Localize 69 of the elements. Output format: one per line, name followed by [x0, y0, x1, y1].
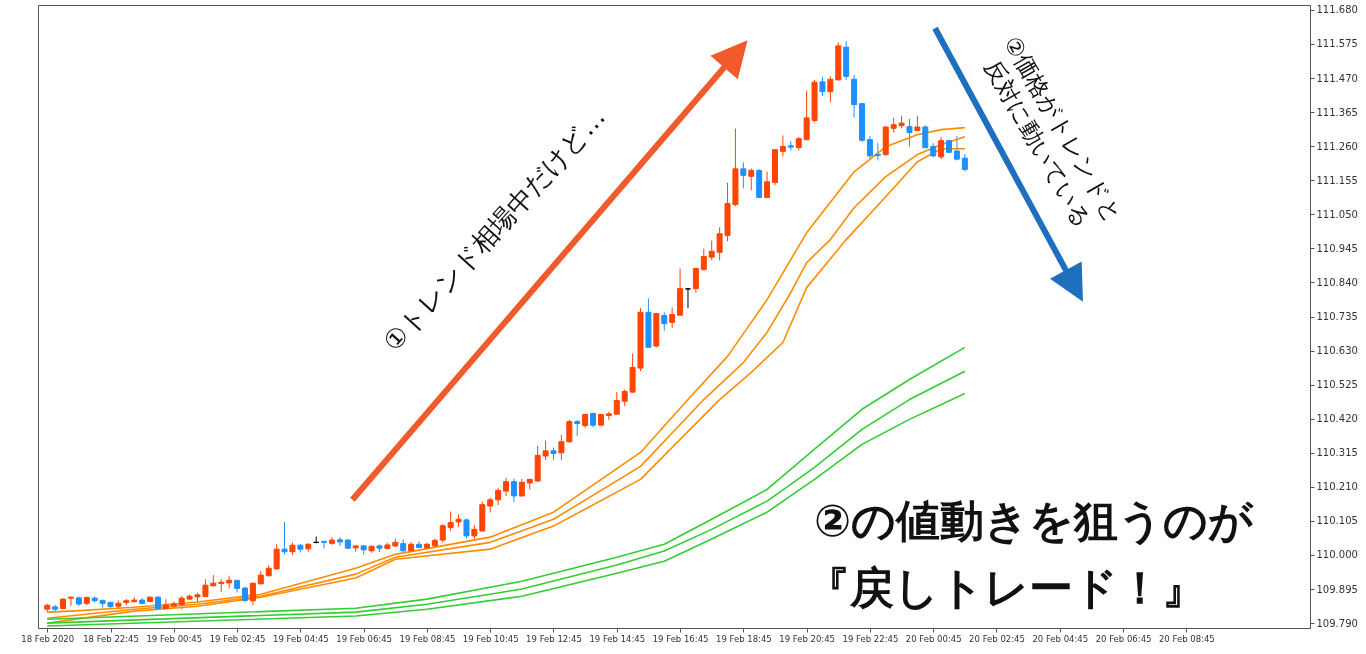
y-tick-label: 110.210	[1316, 481, 1358, 493]
candlestick	[605, 411, 612, 421]
y-tick-label: 111.575	[1316, 38, 1358, 50]
x-tick-label: 19 Feb 06:45	[336, 633, 393, 644]
x-tick-label: 19 Feb 08:45	[399, 633, 456, 644]
x-tick-label: 20 Feb 02:45	[969, 633, 1025, 644]
x-tick-label: 19 Feb 14:45	[589, 633, 646, 644]
candlestick	[439, 523, 446, 544]
x-tick-label: 20 Feb 08:45	[1158, 633, 1215, 644]
candlestick	[953, 135, 960, 161]
annotation: ①トレンド相場中だけど…	[377, 101, 612, 357]
x-tick-label: 19 Feb 16:45	[652, 633, 709, 644]
y-tick-label: 109.895	[1316, 583, 1358, 595]
y-tick-label: 110.945	[1316, 242, 1358, 254]
candlestick	[281, 521, 288, 555]
y-tick-label: 110.630	[1316, 345, 1358, 357]
candlestick	[922, 124, 929, 149]
candlestick	[510, 478, 517, 503]
x-tick-label: 19 Feb 00:45	[146, 633, 203, 644]
x-tick-label: 19 Feb 04:45	[272, 633, 329, 644]
y-tick-label: 111.050	[1316, 208, 1358, 220]
candlestick	[67, 596, 74, 607]
y-tick-label: 110.420	[1316, 413, 1358, 425]
candlestick	[779, 134, 786, 158]
x-tick-label: 19 Feb 12:45	[526, 633, 582, 644]
candlestick	[764, 170, 771, 199]
y-tick-label: 110.000	[1316, 549, 1358, 561]
y-tick-label: 111.155	[1316, 174, 1358, 186]
y-tick-label: 111.470	[1316, 72, 1358, 84]
y-tick-label: 110.315	[1316, 447, 1358, 459]
candlestick	[700, 248, 707, 272]
x-tick-label: 18 Feb 22:45	[83, 633, 139, 644]
candlestick	[336, 536, 343, 547]
x-tick-label: 19 Feb 22:45	[842, 633, 899, 644]
x-tick-label: 18 Feb 2020	[21, 633, 75, 644]
candlestick	[819, 76, 826, 97]
candlestick	[866, 135, 873, 159]
candlestick	[740, 161, 747, 189]
y-tick-label: 109.790	[1316, 617, 1358, 629]
x-tick-label: 20 Feb 06:45	[1095, 633, 1152, 644]
x-tick-label: 19 Feb 20:45	[779, 633, 836, 644]
candlestick	[661, 311, 668, 332]
candlestick	[669, 306, 676, 329]
y-tick-label: 111.680	[1316, 4, 1358, 16]
candlestick	[748, 168, 755, 191]
y-tick-label: 110.525	[1316, 379, 1358, 391]
annotation: 『戻しトレード！』	[806, 562, 1206, 613]
candlestick	[416, 540, 423, 549]
x-tick-label: 20 Feb 04:45	[1032, 633, 1089, 644]
candlestick	[321, 540, 328, 549]
annotation: ②価格がトレンドと 反対に動いている	[979, 31, 1127, 233]
candlestick	[938, 136, 945, 160]
candlestick	[906, 118, 913, 147]
candlestick	[684, 287, 691, 309]
y-tick-label: 110.840	[1316, 276, 1358, 288]
y-tick-label: 110.105	[1316, 515, 1358, 527]
x-tick-label: 19 Feb 10:45	[462, 633, 519, 644]
candlestick	[503, 477, 510, 497]
y-tick-label: 111.260	[1316, 140, 1358, 152]
candlestick	[162, 598, 169, 610]
x-tick-label: 20 Feb 00:45	[905, 633, 962, 644]
annotation: ②の値動きを狙うのが	[814, 495, 1255, 546]
y-tick-label: 110.735	[1316, 311, 1358, 322]
candlestick	[249, 582, 256, 606]
candlestick	[692, 267, 699, 294]
x-tick-label: 19 Feb 02:45	[209, 633, 266, 644]
x-tick-label: 19 Feb 18:45	[715, 633, 772, 644]
y-tick-label: 111.365	[1316, 106, 1358, 118]
candlestick	[613, 391, 620, 415]
